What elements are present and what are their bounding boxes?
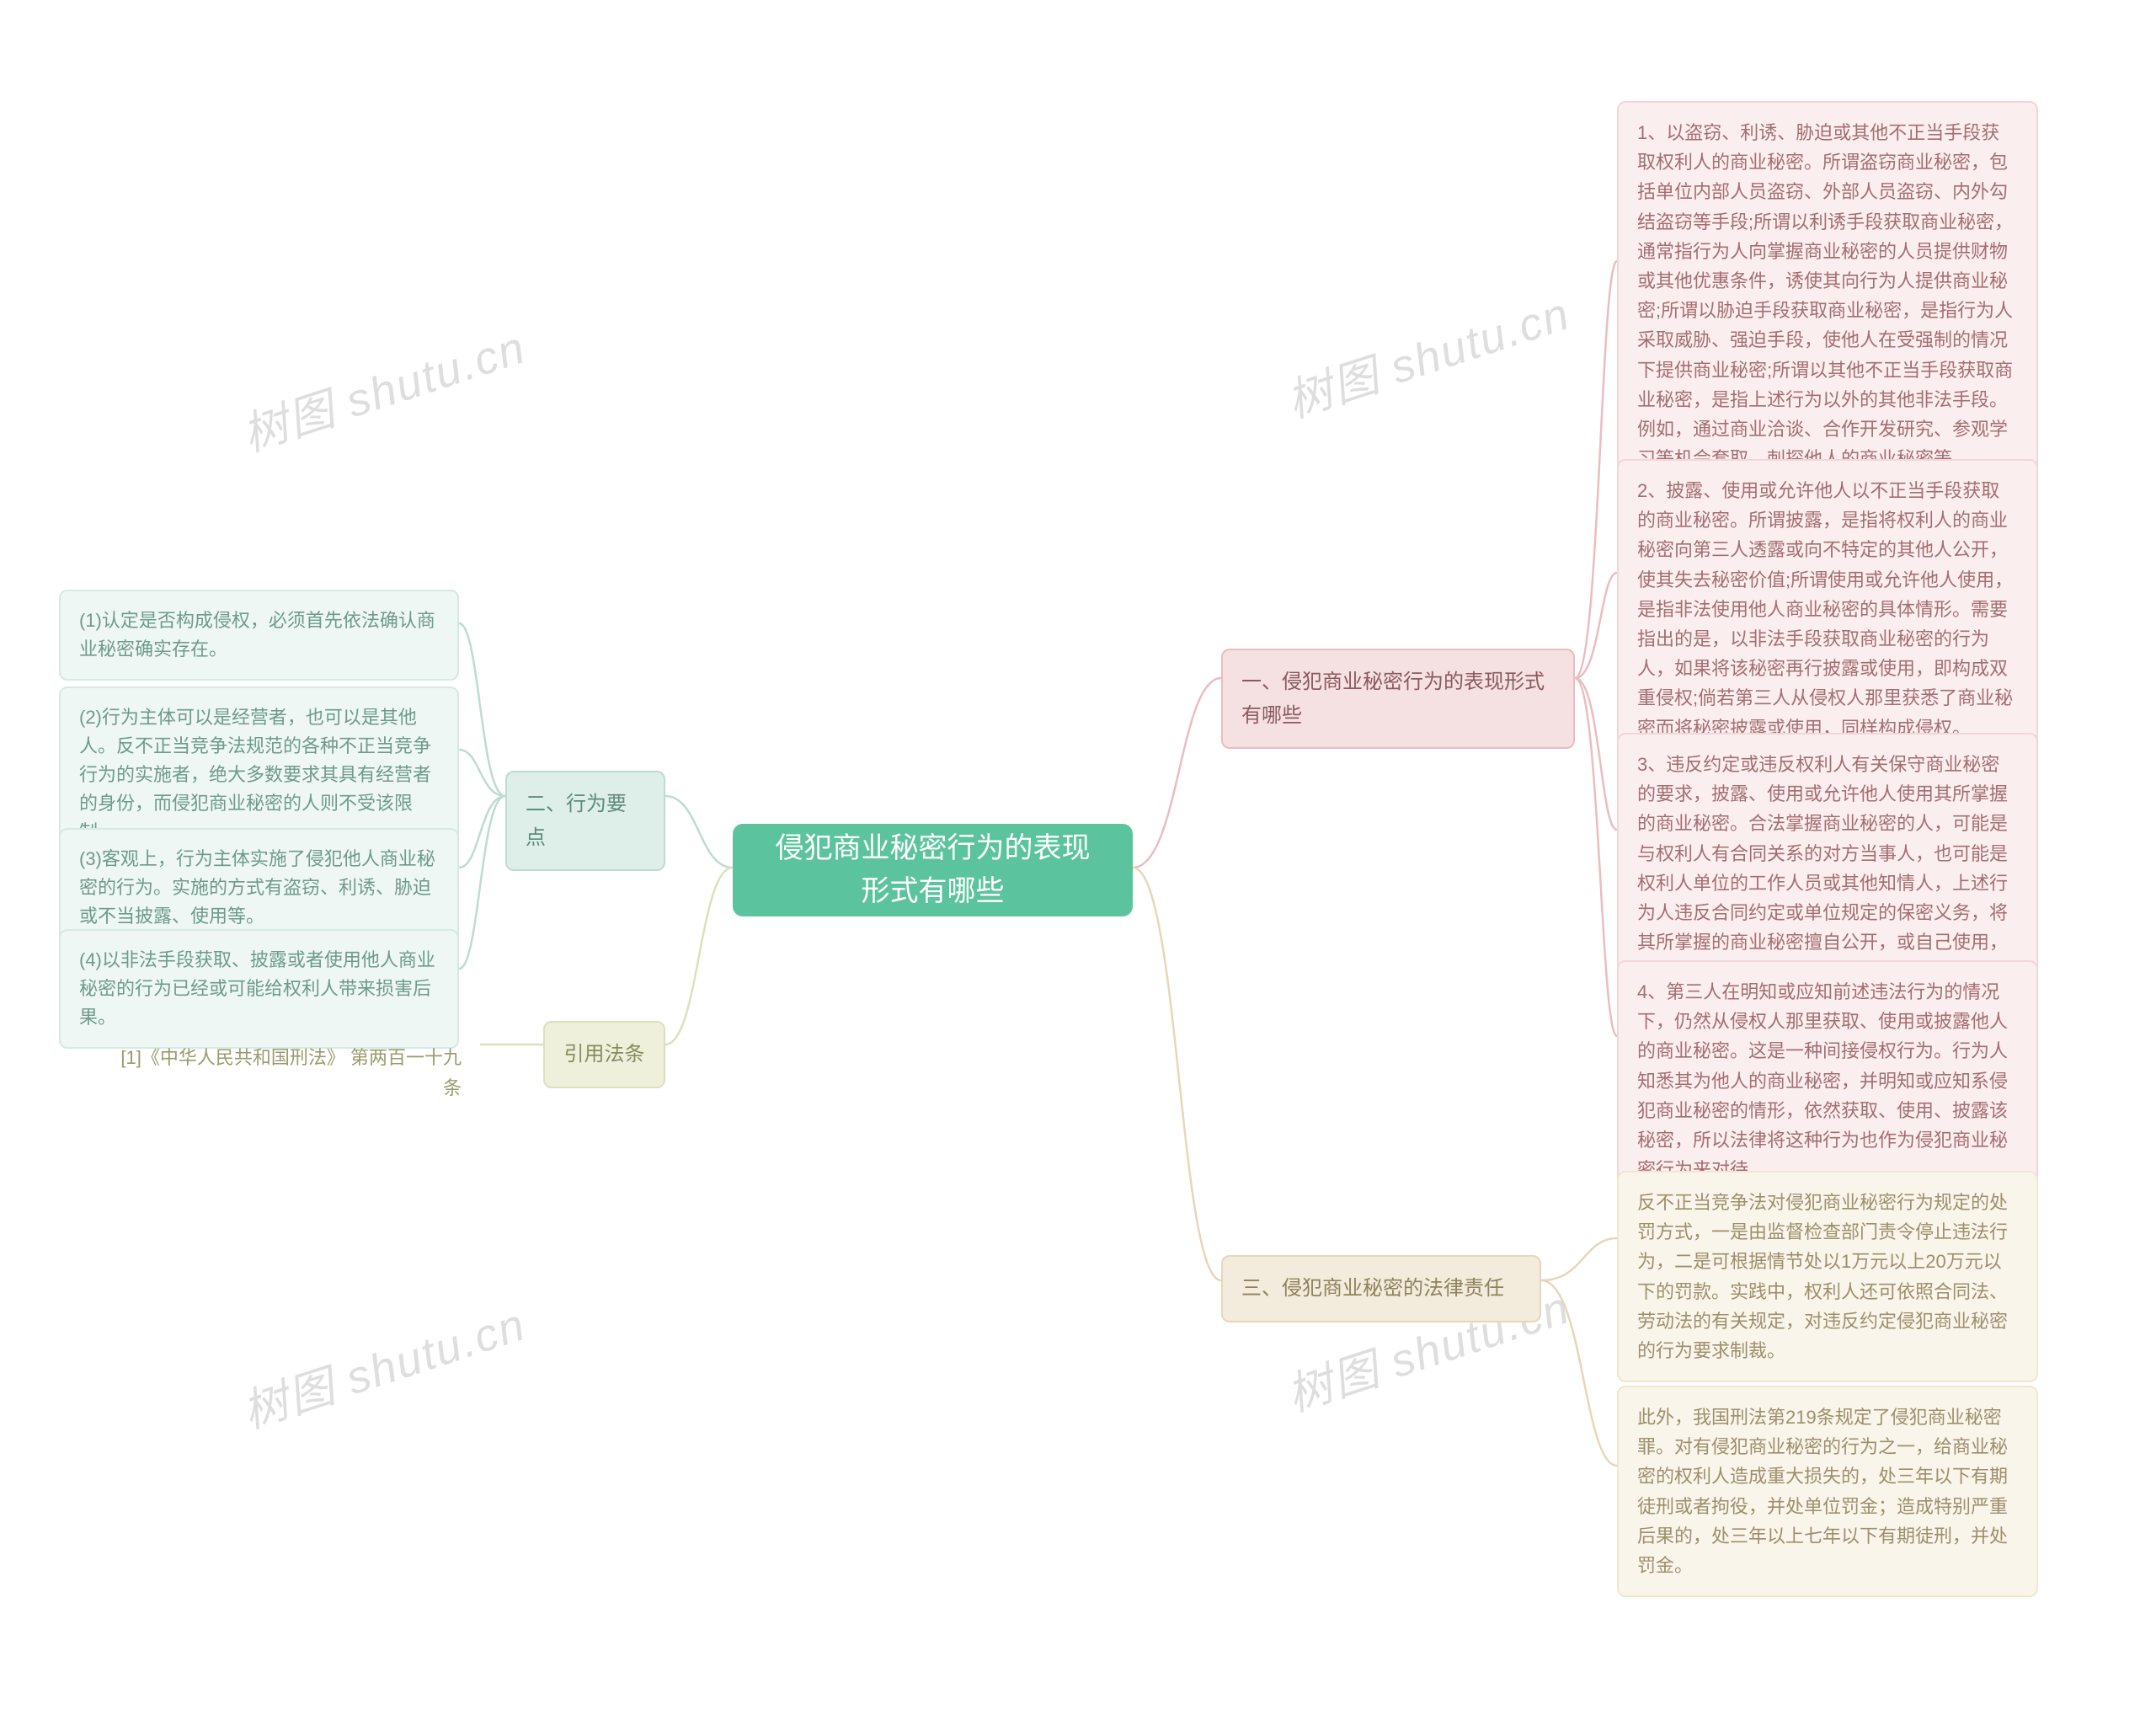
branch-2: 二、行为要点 (505, 771, 665, 871)
branch-1-leaf-2: 2、披露、使用或允许他人以不正当手段获取的商业秘密。所谓披露，是指将权利人的商业… (1617, 459, 2038, 760)
center-node: 侵犯商业秘密行为的表现 形式有哪些 (733, 824, 1133, 916)
branch-3: 三、侵犯商业秘密的法律责任 (1221, 1255, 1541, 1322)
branch-1-leaf-4: 4、第三人在明知或应知前述违法行为的情况下，仍然从侵权人那里获取、使用或披露他人… (1617, 960, 2038, 1201)
branch-4: 引用法条 (543, 1021, 665, 1088)
branch-3-leaf-2: 此外，我国刑法第219条规定了侵犯商业秘密罪。对有侵犯商业秘密的行为之一，给商业… (1617, 1386, 2038, 1597)
branch-2-leaf-1: (1)认定是否构成侵权，必须首先依法确认商业秘密确实存在。 (59, 590, 459, 681)
watermark-2: 树图 shutu.cn (1277, 276, 1577, 430)
branch-4-leaf-1: [1]《中华人民共和国刑法》 第两百一十九条 (93, 1028, 480, 1119)
watermark-1: 树图 shutu.cn (232, 310, 532, 464)
branch-1-leaf-1: 1、以盗窃、利诱、胁迫或其他不正当手段获取权利人的商业秘密。所谓盗窃商业秘密，包… (1617, 101, 2038, 490)
branch-3-leaf-1: 反不正当竞争法对侵犯商业秘密行为规定的处罚方式，一是由监督检查部门责令停止违法行… (1617, 1171, 2038, 1382)
watermark-3: 树图 shutu.cn (232, 1287, 532, 1441)
branch-1: 一、侵犯商业秘密行为的表现形式 有哪些 (1221, 649, 1575, 749)
